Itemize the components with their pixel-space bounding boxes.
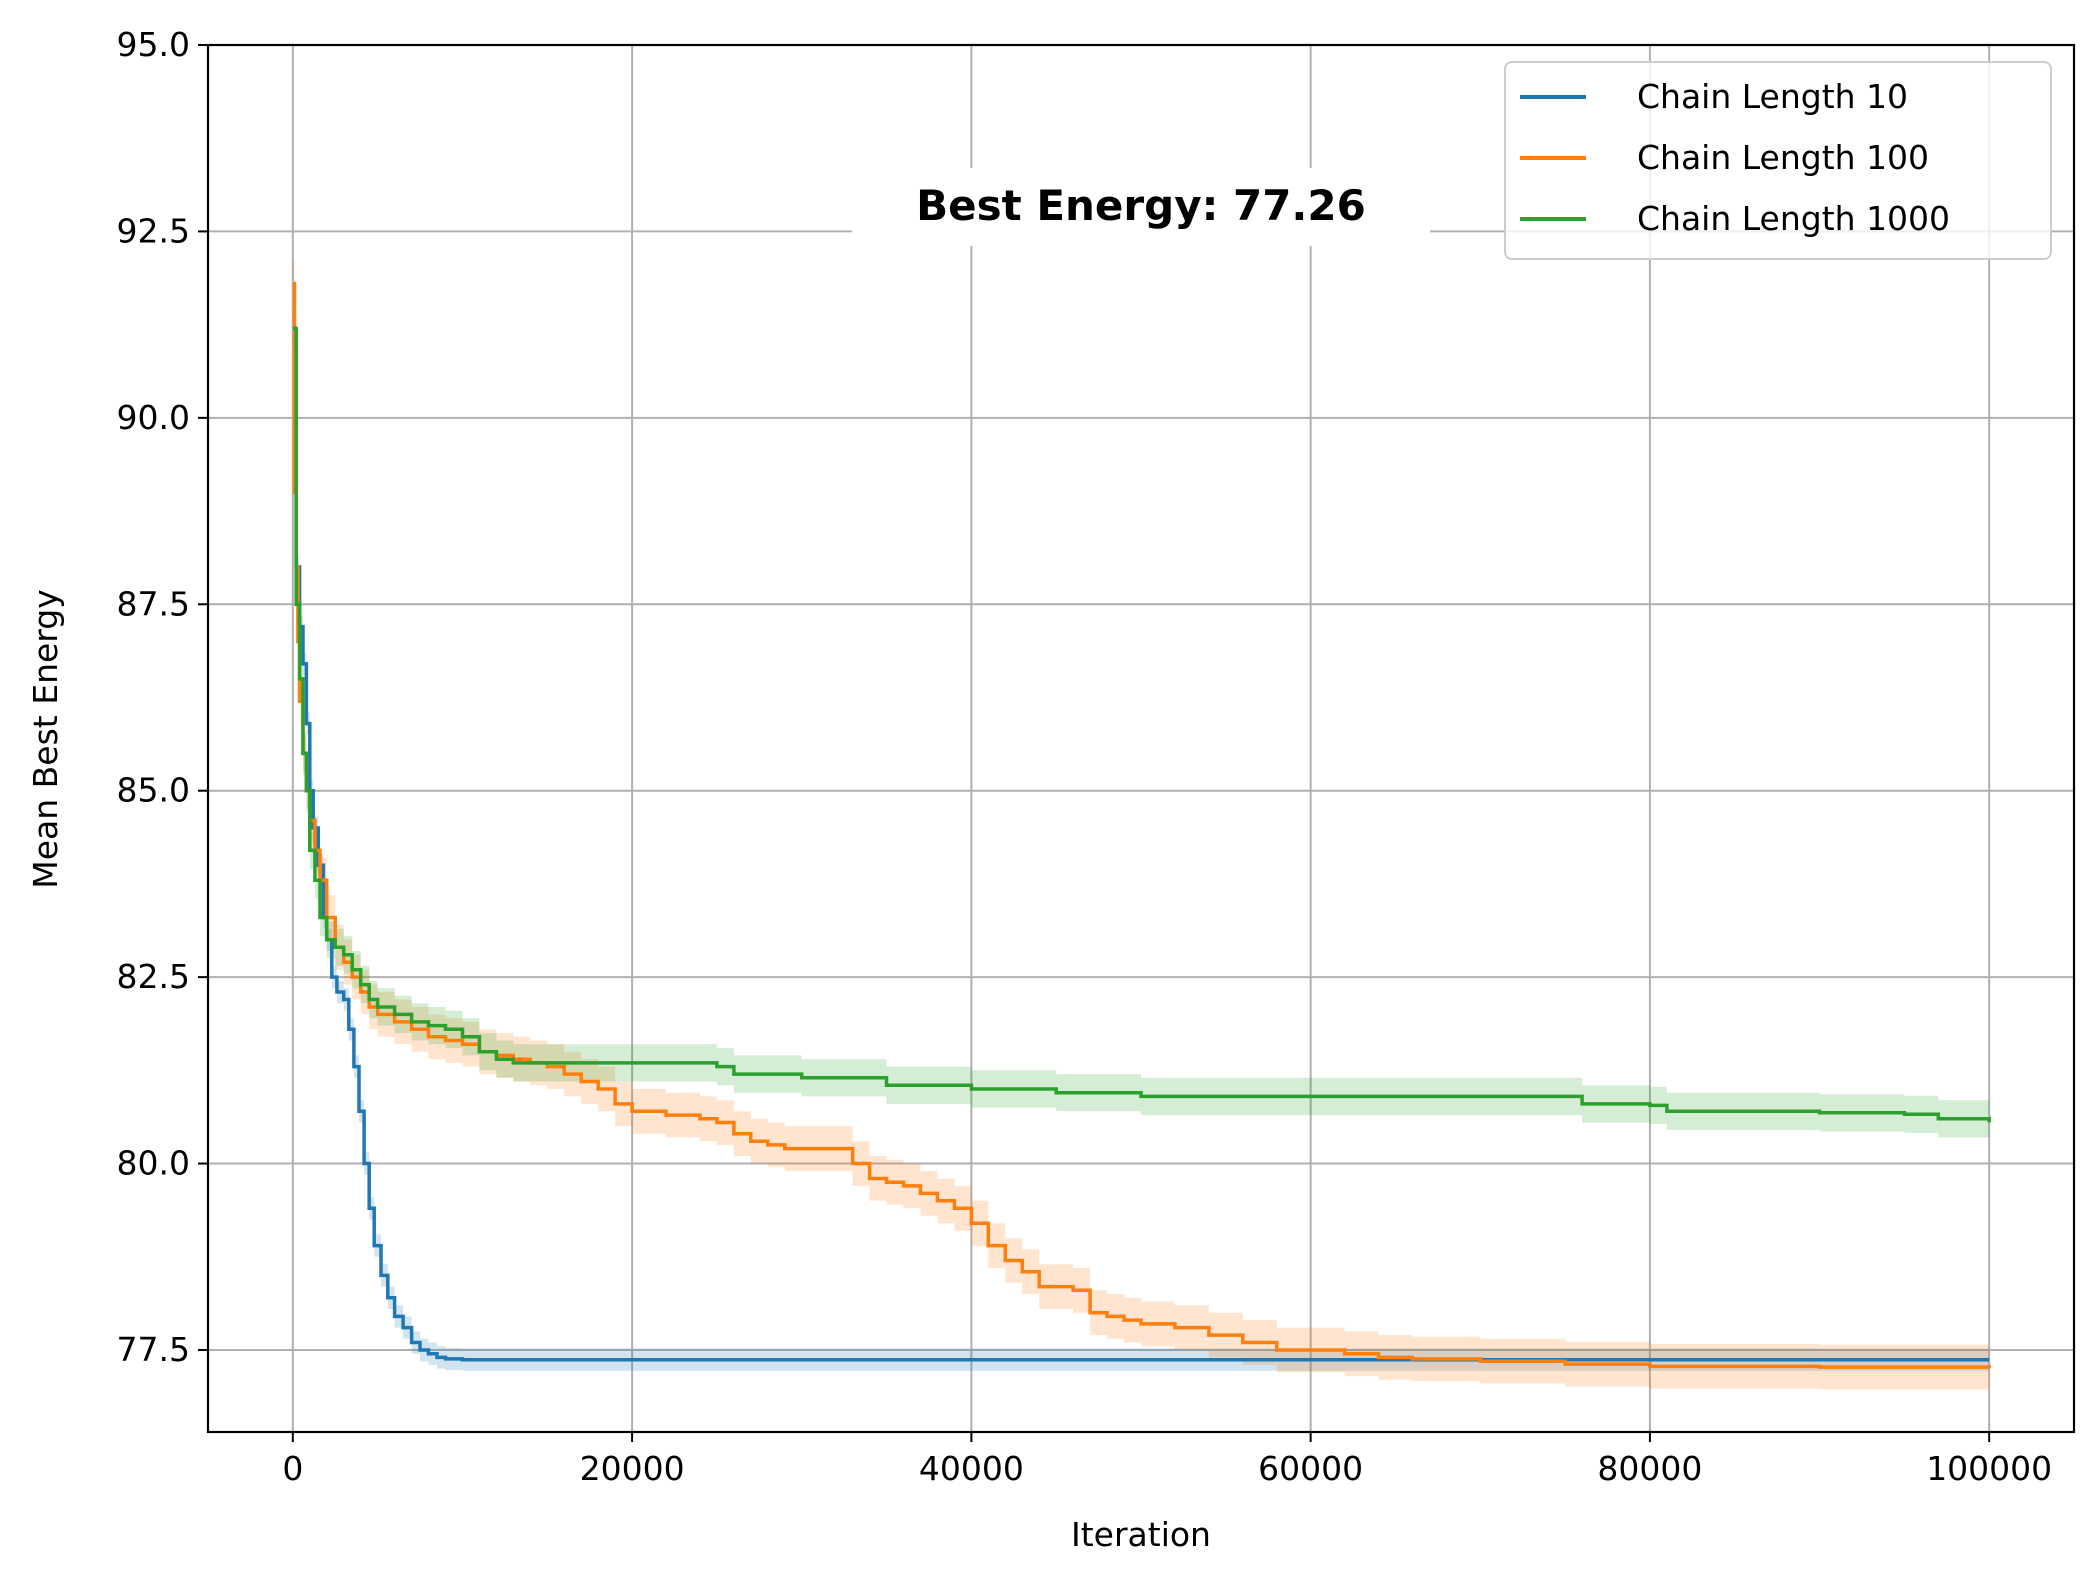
x-tick-label: 60000 bbox=[1258, 1449, 1363, 1488]
y-tick-label: 90.0 bbox=[117, 398, 190, 437]
legend-label-chain-length-100: Chain Length 100 bbox=[1637, 138, 1929, 177]
y-tick-label: 82.5 bbox=[117, 957, 190, 996]
annotation-background bbox=[852, 168, 1430, 246]
best-energy-annotation: Best Energy: 77.26 bbox=[916, 181, 1366, 230]
legend-label-chain-length-1000: Chain Length 1000 bbox=[1637, 199, 1950, 238]
x-axis-ticks: 0 20000 40000 60000 80000 100000 bbox=[282, 1432, 2052, 1488]
line-chain-length-10 bbox=[292, 334, 1990, 1362]
series-lines bbox=[292, 281, 1991, 1369]
y-tick-label: 95.0 bbox=[117, 25, 190, 64]
x-axis-label: Iteration bbox=[1071, 1515, 1211, 1554]
y-tick-label: 77.5 bbox=[117, 1330, 190, 1369]
y-tick-label: 87.5 bbox=[117, 584, 190, 623]
x-tick-label: 0 bbox=[282, 1449, 303, 1488]
y-tick-label: 80.0 bbox=[117, 1144, 190, 1183]
line-chain-length-1000 bbox=[292, 326, 1991, 1123]
confidence-bands bbox=[292, 261, 1990, 1391]
legend-box bbox=[1504, 61, 2052, 260]
legend-label-chain-length-10: Chain Length 10 bbox=[1637, 77, 1908, 116]
x-tick-label: 80000 bbox=[1597, 1449, 1702, 1488]
legend: Chain Length 10 Chain Length 100 Chain Len… bbox=[1504, 61, 2052, 260]
y-tick-label: 92.5 bbox=[117, 211, 190, 250]
x-tick-label: 20000 bbox=[580, 1449, 685, 1488]
plot-frame bbox=[206, 43, 2076, 1434]
y-axis-label: Mean Best Energy bbox=[26, 589, 65, 889]
y-tick-label: 85.0 bbox=[117, 771, 190, 810]
y-axis-ticks: 77.5 80.0 82.5 85.0 87.5 90.0 92.5 95.0 bbox=[117, 25, 208, 1369]
annotation-box: Best Energy: 77.26 bbox=[852, 168, 1430, 246]
band-chain-length-100 bbox=[292, 261, 1990, 1391]
x-tick-label: 40000 bbox=[919, 1449, 1024, 1488]
x-tick-label: 100000 bbox=[1926, 1449, 2052, 1488]
